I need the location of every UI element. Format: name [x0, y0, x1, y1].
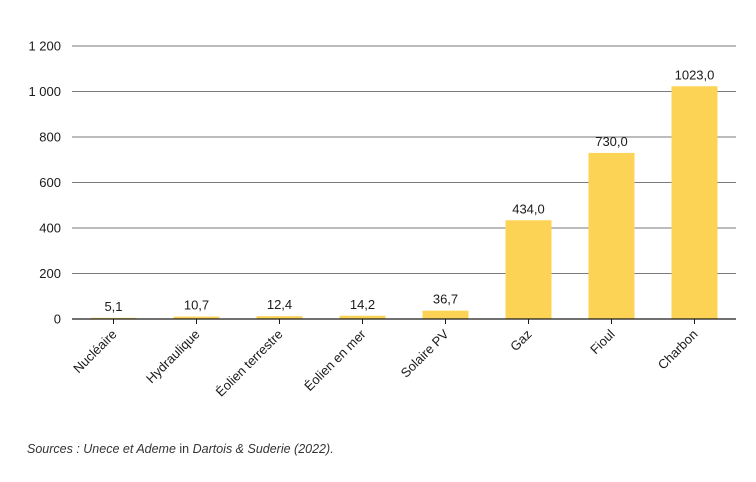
- source-note: Sources : Unece et Ademe in Dartois & Su…: [27, 442, 334, 456]
- bar: [173, 316, 220, 319]
- source-period: .: [330, 442, 334, 456]
- x-tick-label: Gaz: [507, 327, 534, 354]
- data-label: 730,0: [595, 134, 628, 149]
- bar: [339, 315, 386, 319]
- y-tick-label: 1 200: [28, 39, 61, 54]
- x-tick-label: Hydraulique: [143, 327, 203, 387]
- x-tick-label: Fioul: [587, 326, 618, 357]
- bars: [90, 86, 718, 319]
- x-tick-label: Nucléaire: [70, 327, 119, 376]
- x-tick-label: Éolien en mer: [301, 326, 369, 394]
- source-reference: Dartois & Suderie (2022): [192, 442, 331, 456]
- bar: [588, 152, 635, 319]
- y-tick-label: 1 000: [28, 84, 61, 99]
- x-tick-label: Éolien terrestre: [213, 327, 286, 400]
- data-label: 36,7: [433, 292, 458, 307]
- data-label: 434,0: [512, 201, 545, 216]
- data-label: 5,1: [104, 299, 122, 314]
- y-tick-label: 400: [39, 221, 61, 236]
- source-text: Sources : Unece et Ademe: [27, 442, 176, 456]
- y-tick-label: 800: [39, 130, 61, 145]
- x-tick-label: Solaire PV: [398, 326, 452, 380]
- grid-lines: [72, 45, 736, 274]
- bar: [505, 220, 552, 319]
- data-label: 12,4: [267, 297, 292, 312]
- y-tick-label: 0: [54, 312, 61, 327]
- bar: [671, 86, 718, 319]
- bar: [422, 310, 469, 319]
- data-label: 10,7: [184, 298, 209, 313]
- data-label: 14,2: [350, 297, 375, 312]
- bar: [256, 316, 303, 319]
- x-tick-label: Charbon: [655, 327, 701, 373]
- source-in: in: [175, 442, 193, 456]
- y-tick-label: 200: [39, 266, 61, 281]
- axes: [72, 318, 736, 324]
- data-label: 1023,0: [675, 67, 715, 82]
- y-tick-label: 600: [39, 175, 61, 190]
